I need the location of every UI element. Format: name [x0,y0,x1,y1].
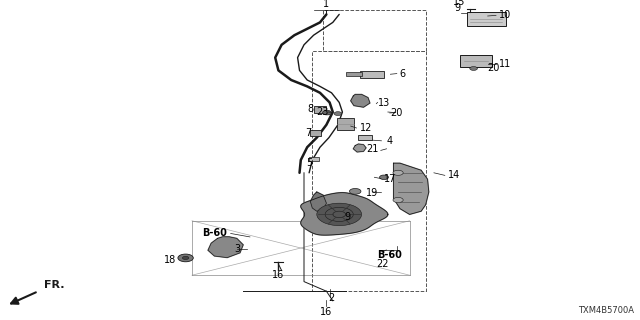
Text: 16: 16 [272,270,285,280]
Text: 15: 15 [453,0,466,7]
Text: 13: 13 [378,98,390,108]
Text: 10: 10 [499,10,511,20]
Text: B-60: B-60 [202,228,227,238]
Text: 7: 7 [305,128,312,138]
Circle shape [178,254,193,262]
Text: 1: 1 [323,0,330,9]
Bar [467,12,506,26]
Bar [310,130,321,136]
Text: 3: 3 [234,244,240,254]
Circle shape [323,110,332,115]
Text: 9: 9 [454,3,461,13]
Text: 2: 2 [328,293,335,303]
Text: 20: 20 [488,63,500,74]
Polygon shape [394,163,429,214]
Bar [346,72,362,76]
Text: FR.: FR. [44,280,64,290]
Bar [358,135,372,140]
Text: 19: 19 [366,188,378,198]
Circle shape [182,256,189,260]
Bar [360,71,384,78]
Bar [323,10,426,51]
Bar [309,157,319,161]
Text: 16: 16 [320,307,333,317]
Text: 12: 12 [360,123,372,133]
Text: 4: 4 [387,136,393,146]
Bar [312,51,426,291]
Polygon shape [351,94,370,107]
Circle shape [380,175,388,180]
Text: 18: 18 [164,255,177,265]
Text: 5: 5 [306,158,312,168]
Bar [337,118,354,130]
Circle shape [393,197,403,203]
Text: 20: 20 [390,108,403,118]
Text: 6: 6 [399,68,406,79]
Text: TXM4B5700A: TXM4B5700A [578,306,634,315]
Text: B-60: B-60 [378,250,403,260]
Circle shape [393,170,403,175]
Bar [314,106,326,113]
Text: 21: 21 [366,144,378,154]
Text: 23: 23 [317,107,329,117]
Text: 9: 9 [344,212,351,222]
Text: 14: 14 [448,170,460,180]
Text: 8: 8 [307,104,314,114]
Circle shape [334,112,342,116]
Polygon shape [353,144,366,152]
Text: 22: 22 [376,259,389,268]
Circle shape [349,188,361,194]
Polygon shape [301,193,388,235]
Circle shape [317,203,362,226]
Text: 11: 11 [499,59,511,69]
Polygon shape [208,237,243,258]
Bar [460,55,492,67]
Circle shape [333,211,346,218]
Polygon shape [310,192,326,211]
Text: 17: 17 [384,173,396,184]
Circle shape [325,207,353,221]
Circle shape [470,67,477,70]
